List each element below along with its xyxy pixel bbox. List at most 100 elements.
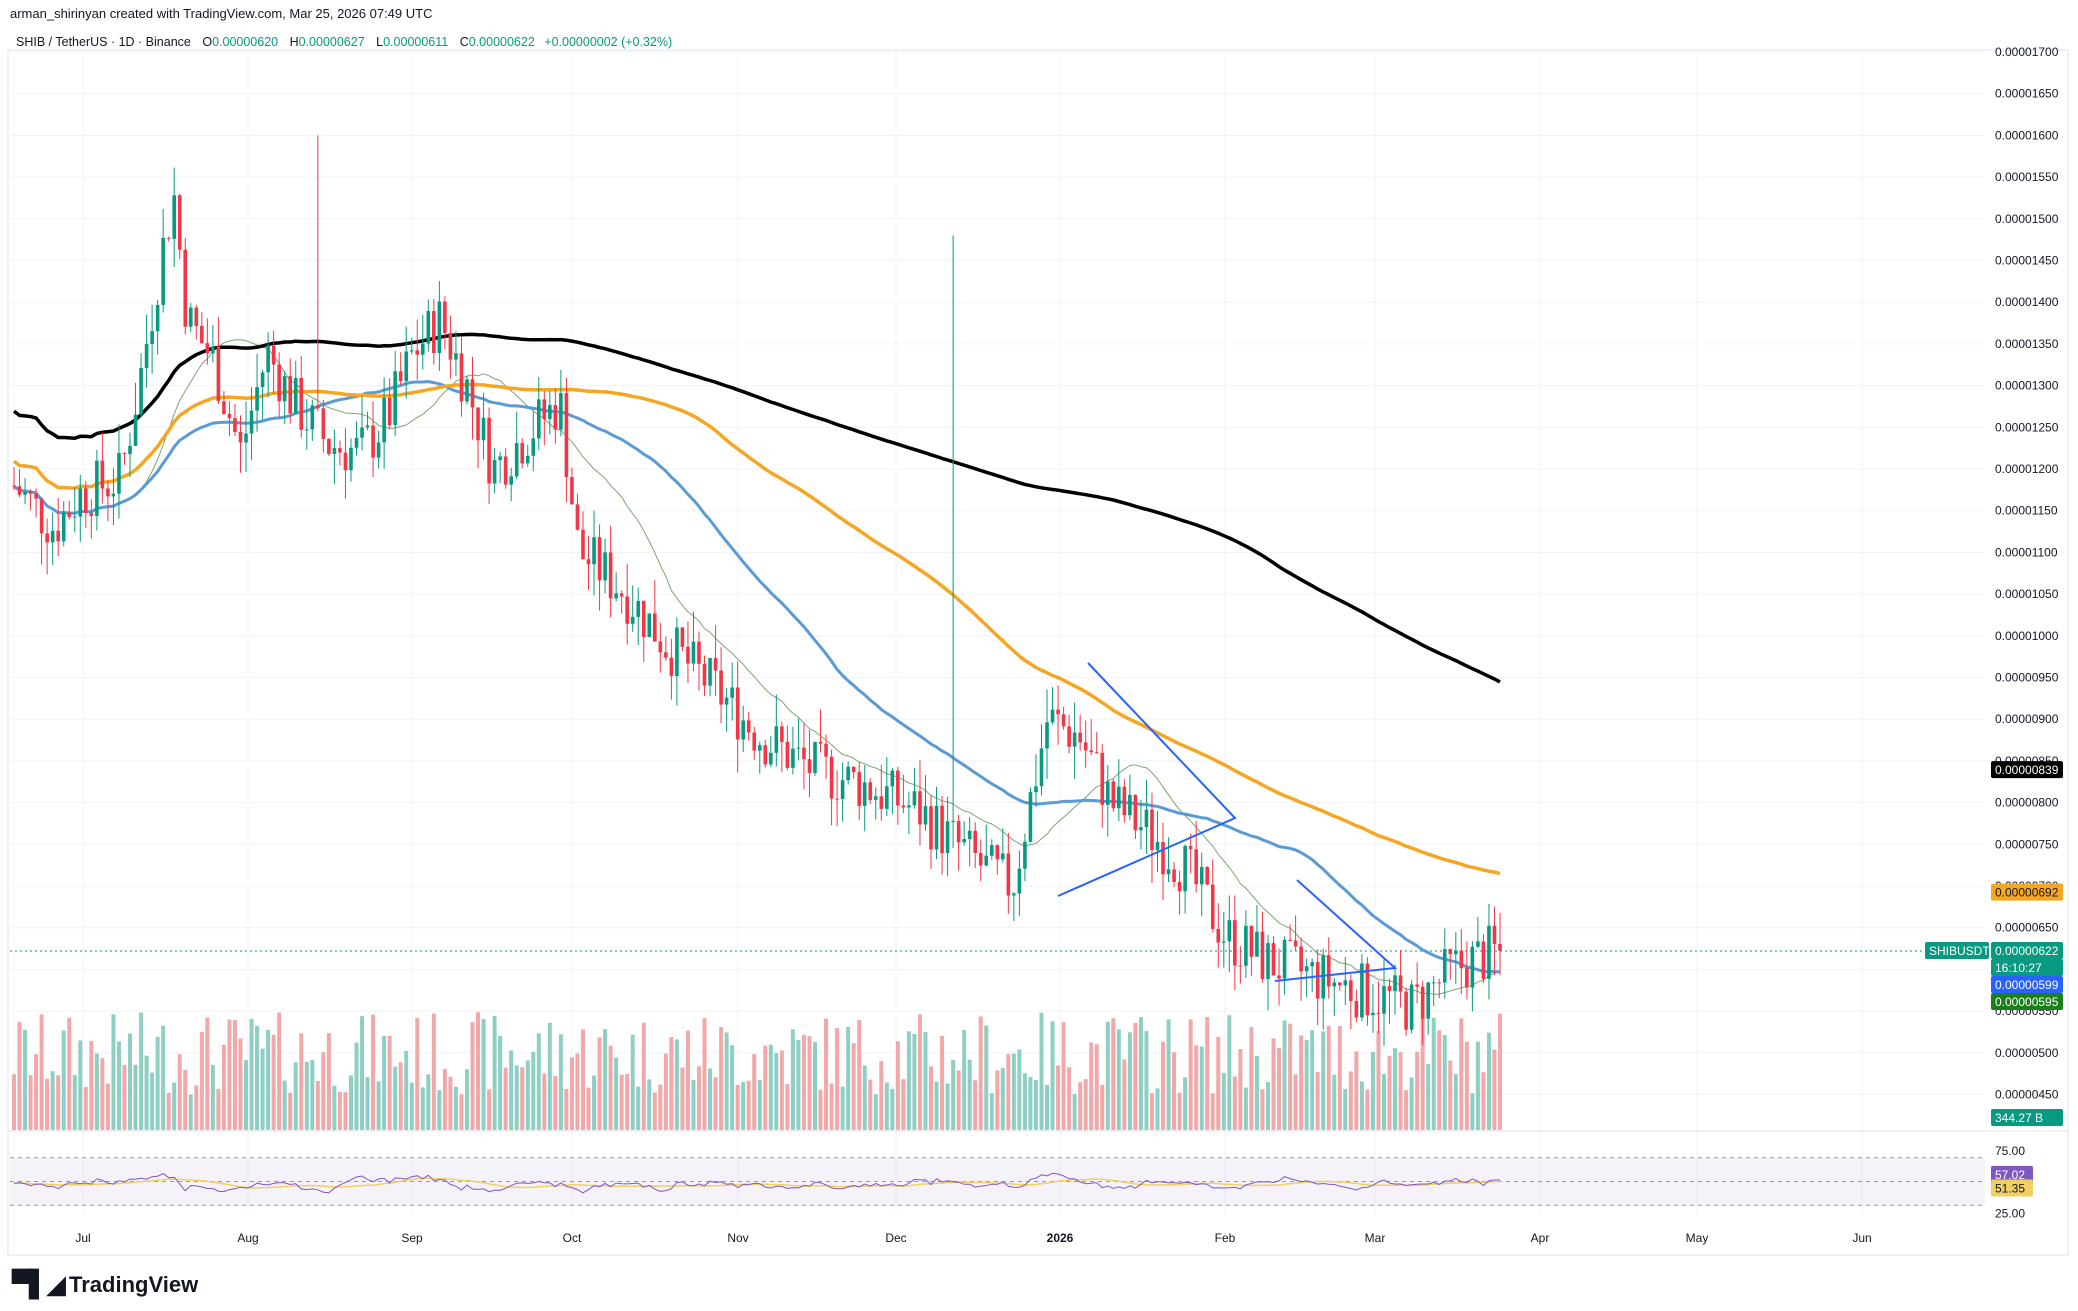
- volume-bar: [829, 1083, 834, 1130]
- volume-bar: [260, 1048, 265, 1130]
- candle-body: [691, 641, 696, 664]
- ma50-line: [13, 380, 1501, 974]
- candle-body: [1409, 984, 1414, 1030]
- symbol-legend[interactable]: SHIB / TetherUS · 1D · Binance O0.000006…: [16, 35, 672, 49]
- candle-body: [857, 772, 861, 806]
- candle-body: [106, 488, 110, 497]
- candle-body: [807, 759, 812, 774]
- candle-body: [708, 657, 712, 686]
- volume-bar: [1028, 1076, 1033, 1130]
- volume-bar: [1282, 1020, 1287, 1130]
- volume-bar: [569, 1057, 574, 1130]
- price-tick-label: 0.00000900: [1995, 712, 2059, 726]
- rsi-lower-label: 25.00: [1995, 1206, 2025, 1220]
- volume-bar: [669, 1037, 674, 1130]
- volume-bar: [1393, 1048, 1398, 1130]
- candle-body: [1183, 845, 1187, 892]
- volume-bar: [1161, 1041, 1166, 1130]
- volume-bar: [116, 1041, 121, 1130]
- price-tick-label: 0.00001600: [1995, 128, 2059, 142]
- candle-body: [349, 447, 353, 471]
- candle-body: [1459, 950, 1464, 969]
- candle-body: [343, 452, 348, 471]
- symbol-name[interactable]: SHIB / TetherUS · 1D · Binance: [16, 35, 191, 49]
- candle-body: [244, 433, 248, 443]
- candle-body: [1017, 868, 1022, 894]
- time-axis[interactable]: Jul Aug Sep Oct Nov Dec 2026 Feb Mar Apr May Jun: [75, 1231, 1871, 1245]
- candle-body: [1155, 842, 1160, 851]
- volume-bar: [940, 1035, 945, 1130]
- time-tick-label: Jun: [1852, 1231, 1871, 1245]
- candle-body: [1199, 866, 1204, 885]
- candle-body: [34, 493, 38, 499]
- candle-body: [448, 332, 453, 360]
- candle-body: [873, 796, 878, 800]
- candle-body: [1282, 939, 1287, 979]
- candle-body: [266, 345, 270, 373]
- candle-body: [1221, 941, 1226, 943]
- volume-bar: [520, 1067, 525, 1130]
- volume-bar: [1431, 1017, 1436, 1130]
- candle-body: [161, 237, 165, 305]
- volume-bar: [1337, 1025, 1342, 1130]
- candle-body: [603, 552, 607, 581]
- change-value: +0.00000002 (+0.32%): [544, 35, 673, 49]
- ma200-tag: 0.00000839: [1995, 763, 2059, 777]
- volume-bar: [1254, 1055, 1259, 1130]
- volume-bar: [232, 1020, 237, 1130]
- candle-body: [470, 379, 475, 408]
- price-tick-label: 0.00001400: [1995, 295, 2059, 309]
- candle-body: [498, 456, 502, 461]
- candle-body: [492, 460, 497, 484]
- volume-bar: [144, 1055, 149, 1130]
- volume-bar: [884, 1082, 889, 1130]
- candle-body: [934, 805, 939, 850]
- candle-body: [630, 616, 635, 624]
- volume-bar: [1310, 1030, 1315, 1130]
- candle-body: [415, 350, 420, 355]
- volume-bar: [890, 1088, 895, 1130]
- candle-body: [211, 346, 215, 354]
- volume-bar: [50, 1071, 55, 1130]
- volume-bar: [89, 1040, 94, 1130]
- volume-bar: [216, 1088, 221, 1130]
- candle-body: [1056, 709, 1060, 715]
- candle-body: [1277, 975, 1281, 979]
- price-tick-label: 0.00000450: [1995, 1088, 2059, 1102]
- candle-body: [1481, 941, 1486, 979]
- open-value: 0.00000620: [212, 35, 279, 49]
- candle-body: [327, 438, 331, 455]
- volume-bar: [636, 1086, 641, 1130]
- candle-body: [454, 353, 458, 360]
- candle-body: [420, 343, 425, 355]
- candle-body: [310, 405, 315, 430]
- volume-bar: [188, 1094, 193, 1130]
- volume-bar: [1249, 1027, 1254, 1130]
- candle-body: [879, 796, 884, 809]
- volume-bar: [757, 1079, 762, 1130]
- volume-bar: [244, 1060, 249, 1130]
- candle-body: [50, 530, 55, 543]
- volume-bar: [586, 1087, 591, 1130]
- candle-body: [1371, 1012, 1375, 1016]
- ma200-tag-bg: [1991, 761, 2063, 779]
- price-tick-label: 0.00001350: [1995, 337, 2059, 351]
- volume-bar: [691, 1080, 696, 1130]
- volume-bar: [779, 1050, 784, 1130]
- volume-bar: [133, 1064, 138, 1130]
- volume-bar: [840, 1086, 845, 1130]
- volume-bar: [398, 1062, 403, 1130]
- candle-body: [459, 353, 464, 402]
- candle-body: [951, 820, 955, 822]
- volume-bar: [1293, 1074, 1298, 1130]
- rsi-pane[interactable]: 75.00 25.00: [10, 1144, 2025, 1221]
- candle-body: [172, 195, 177, 239]
- volume-bar: [249, 1018, 254, 1130]
- high-value: 0.00000627: [298, 35, 365, 49]
- time-tick-label: Jul: [75, 1231, 90, 1245]
- tradingview-logo[interactable]: ▀▌◢ TradingView: [12, 1270, 198, 1300]
- volume-bar: [1155, 1088, 1160, 1130]
- candle-body: [1454, 950, 1458, 955]
- volume-bar: [448, 1076, 453, 1130]
